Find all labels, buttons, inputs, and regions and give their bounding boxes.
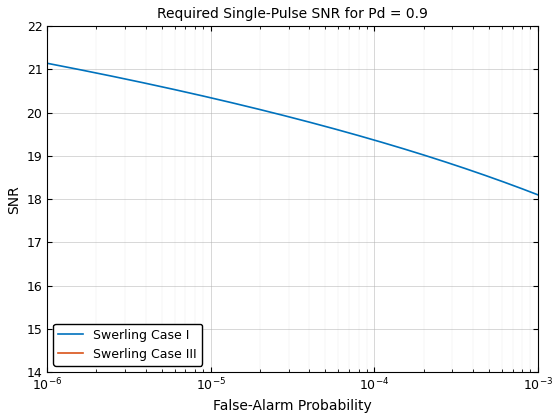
Y-axis label: SNR: SNR: [7, 185, 21, 213]
Swerling Case I: [204, 94, 211, 100]
Swerling Case I: [103, 73, 110, 78]
Legend: Swerling Case I, Swerling Case III: Swerling Case I, Swerling Case III: [54, 323, 202, 366]
Swerling Case I: [535, 192, 542, 197]
Title: Required Single-Pulse SNR for Pd = 0.9: Required Single-Pulse SNR for Pd = 0.9: [157, 7, 428, 21]
Swerling Case I: [353, 132, 360, 137]
Swerling Case I: [400, 146, 407, 151]
Swerling Case I: [398, 146, 405, 151]
X-axis label: False-Alarm Probability: False-Alarm Probability: [213, 399, 372, 413]
Line: Swerling Case I: Swerling Case I: [47, 63, 538, 195]
Swerling Case I: [44, 61, 50, 66]
Swerling Case I: [238, 102, 245, 108]
